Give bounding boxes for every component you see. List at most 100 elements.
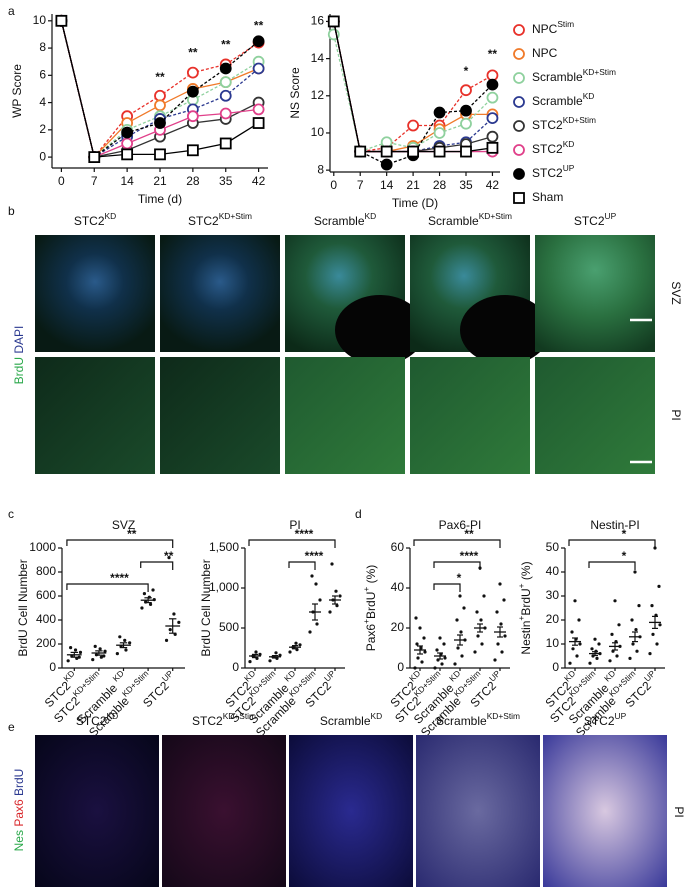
- bracket: [66, 583, 149, 592]
- micrograph: [35, 357, 155, 474]
- y-tick-label: 20: [391, 620, 405, 634]
- marker: [219, 107, 232, 120]
- column-label-part: STC2: [76, 714, 107, 728]
- panel-letter: c: [8, 507, 14, 521]
- column-label: ScrambleKD: [314, 211, 376, 228]
- marker: [433, 127, 446, 139]
- y-tick-label: 6: [39, 67, 46, 81]
- point: [418, 626, 422, 630]
- legend-marker: [513, 96, 525, 108]
- column-label: STC2KD: [74, 211, 116, 228]
- micrograph: [289, 735, 413, 887]
- point: [99, 655, 103, 659]
- y-tick-label: 4: [39, 95, 46, 109]
- point: [633, 570, 637, 574]
- point: [595, 656, 599, 661]
- point: [164, 638, 169, 643]
- y-tick-label: 40: [546, 564, 560, 578]
- y-axis-label-part: BrdU Cell Number: [199, 559, 213, 656]
- legend-label-part: NPC: [532, 22, 558, 36]
- point: [124, 648, 128, 652]
- y-axis-label: BrdU Cell Number: [199, 559, 213, 656]
- point: [151, 588, 155, 592]
- micrograph: [35, 235, 155, 352]
- y-axis-label-part: Nestin: [519, 621, 533, 655]
- point: [630, 618, 634, 622]
- column-label-part: STC2: [574, 214, 605, 228]
- point: [91, 658, 95, 662]
- point: [414, 616, 418, 620]
- point: [657, 584, 661, 589]
- marker: [219, 62, 232, 75]
- column-label: STC2KD+Stim: [188, 211, 252, 228]
- ventricle: [460, 295, 550, 365]
- point: [254, 650, 258, 654]
- legend-label-part: UP: [563, 163, 575, 173]
- point: [476, 634, 480, 638]
- y-tick-label: 8: [39, 40, 46, 54]
- point: [73, 648, 78, 652]
- point: [338, 594, 342, 598]
- marker: [407, 119, 420, 132]
- stain-label-part: DAPI: [12, 326, 26, 357]
- marker: [186, 66, 199, 79]
- point: [493, 658, 497, 662]
- point: [455, 618, 459, 622]
- y-tick-label: 20: [546, 612, 560, 626]
- legend-marker: [513, 120, 525, 132]
- legend-label-part: KD: [563, 139, 575, 149]
- y-tick-label: 8: [317, 162, 324, 176]
- column-label-part: UP: [605, 211, 617, 221]
- y-axis-label-part: BrdU: [519, 588, 533, 615]
- y-axis-label-part: +: [361, 587, 371, 592]
- column-label-part: STC2: [584, 714, 615, 728]
- point: [479, 618, 483, 622]
- y-tick-label: 50: [546, 540, 560, 554]
- x-tick-label: 7: [91, 174, 98, 188]
- point: [310, 574, 314, 578]
- x-tick-label: 21: [406, 178, 420, 192]
- point: [435, 648, 439, 652]
- bracket: [66, 539, 174, 548]
- point: [115, 652, 119, 656]
- point: [78, 650, 83, 655]
- point: [258, 652, 262, 657]
- marker: [486, 91, 499, 104]
- point: [168, 628, 172, 632]
- marker: [186, 85, 199, 98]
- micrograph: [535, 357, 655, 474]
- micrograph: [416, 735, 540, 887]
- marker: [219, 137, 232, 150]
- x-axis-label: Time (d): [138, 192, 182, 206]
- point: [573, 599, 577, 603]
- marker: [433, 106, 446, 119]
- point: [298, 643, 302, 647]
- legend-label-part: Stim: [557, 19, 574, 29]
- x-tick-label: 7: [357, 178, 364, 192]
- legend-label: NPC: [532, 46, 558, 60]
- column-label-part: Scramble: [436, 714, 487, 728]
- point: [631, 642, 635, 646]
- point: [613, 599, 617, 603]
- significance: **: [464, 527, 474, 541]
- micrograph: [410, 357, 530, 474]
- marker: [407, 145, 420, 158]
- y-tick-label: 1,500: [209, 540, 239, 554]
- marker: [252, 103, 265, 116]
- marker: [55, 14, 68, 27]
- y-tick-label: 60: [391, 540, 405, 554]
- legend-label: STC2UP: [532, 163, 575, 180]
- y-tick-label: 500: [219, 620, 239, 634]
- stain-label: BrdU DAPI: [12, 326, 26, 385]
- marker: [486, 78, 499, 91]
- point: [590, 647, 594, 651]
- point: [103, 649, 107, 653]
- point: [268, 659, 272, 663]
- stain-label-part: BrdU: [12, 769, 26, 800]
- point: [570, 630, 574, 634]
- marker: [154, 148, 166, 161]
- y-axis-label-part: +: [361, 619, 371, 624]
- marker: [354, 145, 367, 158]
- point: [588, 661, 592, 665]
